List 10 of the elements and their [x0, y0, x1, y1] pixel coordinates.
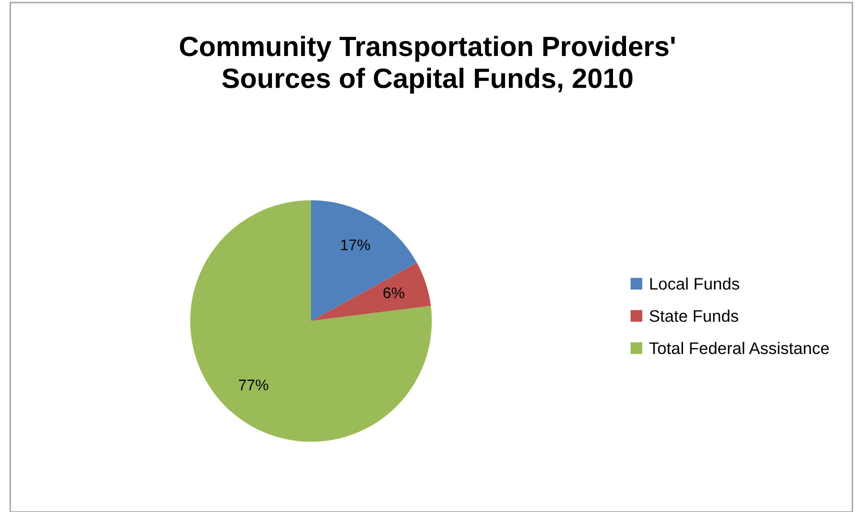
data-label: 77% — [238, 380, 268, 390]
data-label: 17% — [341, 239, 370, 250]
legend-label: Local Funds — [650, 277, 740, 290]
data-label: 6% — [383, 287, 404, 298]
legend-label: State Funds — [650, 310, 738, 322]
legend-label: Total Federal Assistance — [649, 342, 829, 354]
pie-slice — [190, 200, 432, 442]
chart-title: Community Transportation Providers' Sources of Capital Funds, 2010 — [180, 36, 675, 94]
pie-slice — [311, 200, 417, 321]
pie-slice — [311, 262, 431, 321]
